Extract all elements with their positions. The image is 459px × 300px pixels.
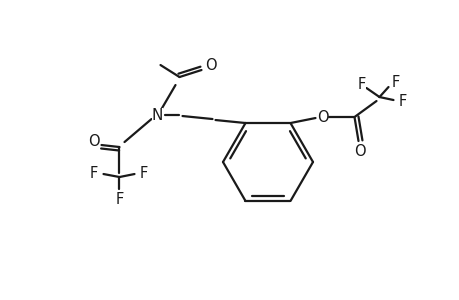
- Text: F: F: [397, 94, 406, 109]
- Text: F: F: [89, 166, 97, 181]
- Text: F: F: [139, 166, 147, 181]
- Text: F: F: [357, 76, 365, 92]
- Text: N: N: [151, 107, 163, 122]
- Text: O: O: [353, 143, 364, 158]
- Text: O: O: [204, 58, 216, 73]
- Text: F: F: [391, 74, 399, 89]
- Text: O: O: [88, 134, 99, 148]
- Text: O: O: [316, 110, 328, 124]
- Text: F: F: [115, 191, 123, 206]
